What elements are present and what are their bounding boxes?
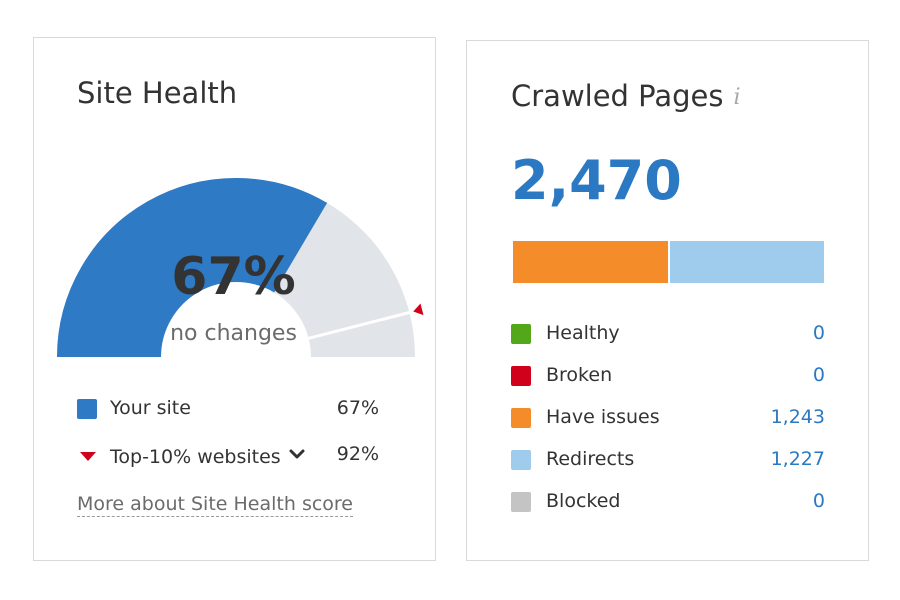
status-broken-value[interactable]: 0	[812, 364, 825, 386]
crawled-pages-title: Crawled Pages i	[511, 79, 741, 113]
gauge-top10-marker-line	[308, 310, 411, 340]
status-row-healthy[interactable]: Healthy 0	[511, 321, 825, 347]
crawled-pages-title-text: Crawled Pages	[511, 79, 724, 113]
bar-segment-redirects[interactable]	[669, 241, 824, 283]
status-row-have-issues[interactable]: Have issues 1,243	[511, 405, 825, 431]
crawled-pages-total: 2,470	[511, 149, 682, 212]
gauge-fill-your-site	[57, 178, 328, 359]
top10-triangle-icon	[80, 452, 96, 461]
status-blocked-label: Blocked	[546, 490, 621, 512]
redirects-swatch	[511, 450, 531, 470]
status-row-redirects[interactable]: Redirects 1,227	[511, 447, 825, 473]
legend-top10: Top-10% websites 92%	[77, 442, 379, 468]
status-healthy-label: Healthy	[546, 322, 620, 344]
status-healthy-value[interactable]: 0	[812, 322, 825, 344]
info-icon[interactable]: i	[733, 85, 741, 110]
status-have-issues-value[interactable]: 1,243	[770, 406, 825, 428]
site-health-change: no changes	[170, 321, 297, 346]
site-health-score: 67%	[171, 247, 296, 307]
status-blocked-value[interactable]: 0	[812, 490, 825, 512]
status-row-blocked[interactable]: Blocked 0	[511, 489, 825, 515]
status-row-broken[interactable]: Broken 0	[511, 363, 825, 389]
crawled-pages-stacked-bar	[513, 241, 824, 283]
legend-top10-value: 92%	[336, 443, 379, 465]
site-health-title: Site Health	[77, 76, 238, 110]
have-issues-swatch	[511, 408, 531, 428]
status-redirects-value[interactable]: 1,227	[770, 448, 825, 470]
legend-your-site-value: 67%	[336, 397, 379, 419]
top10-dropdown[interactable]: Top-10% websites	[110, 443, 305, 468]
blocked-swatch	[511, 492, 531, 512]
site-health-card: Site Health 67% no changes Your site 67%…	[33, 37, 436, 561]
status-redirects-label: Redirects	[546, 448, 635, 470]
legend-top10-label: Top-10% websites	[110, 446, 281, 468]
legend-your-site-label: Your site	[110, 397, 191, 419]
chevron-down-icon[interactable]	[289, 443, 305, 465]
status-have-issues-label: Have issues	[546, 406, 660, 428]
your-site-swatch	[77, 399, 97, 419]
bar-segment-have-issues[interactable]	[513, 241, 670, 283]
gauge-top10-marker-icon	[413, 303, 424, 316]
legend-your-site: Your site 67%	[77, 396, 379, 422]
site-health-gauge	[57, 178, 424, 359]
crawled-pages-card: Crawled Pages i 2,470 Healthy 0 Broken 0 …	[466, 40, 869, 561]
healthy-swatch	[511, 324, 531, 344]
status-broken-label: Broken	[546, 364, 613, 386]
broken-swatch	[511, 366, 531, 386]
more-about-site-health-link[interactable]: More about Site Health score	[77, 493, 354, 517]
